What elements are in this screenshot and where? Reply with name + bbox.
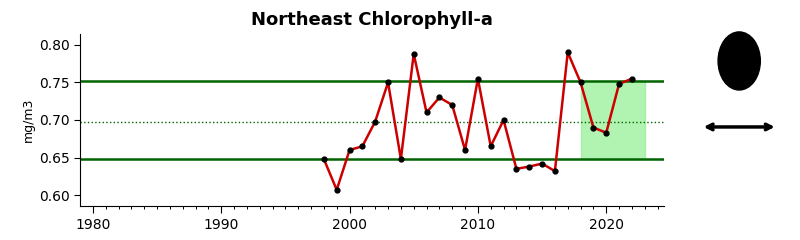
- Bar: [581, 81, 645, 159]
- Y-axis label: mg/m3: mg/m3: [22, 98, 34, 142]
- Circle shape: [718, 32, 760, 90]
- Title: Northeast Chlorophyll-a: Northeast Chlorophyll-a: [251, 11, 493, 29]
